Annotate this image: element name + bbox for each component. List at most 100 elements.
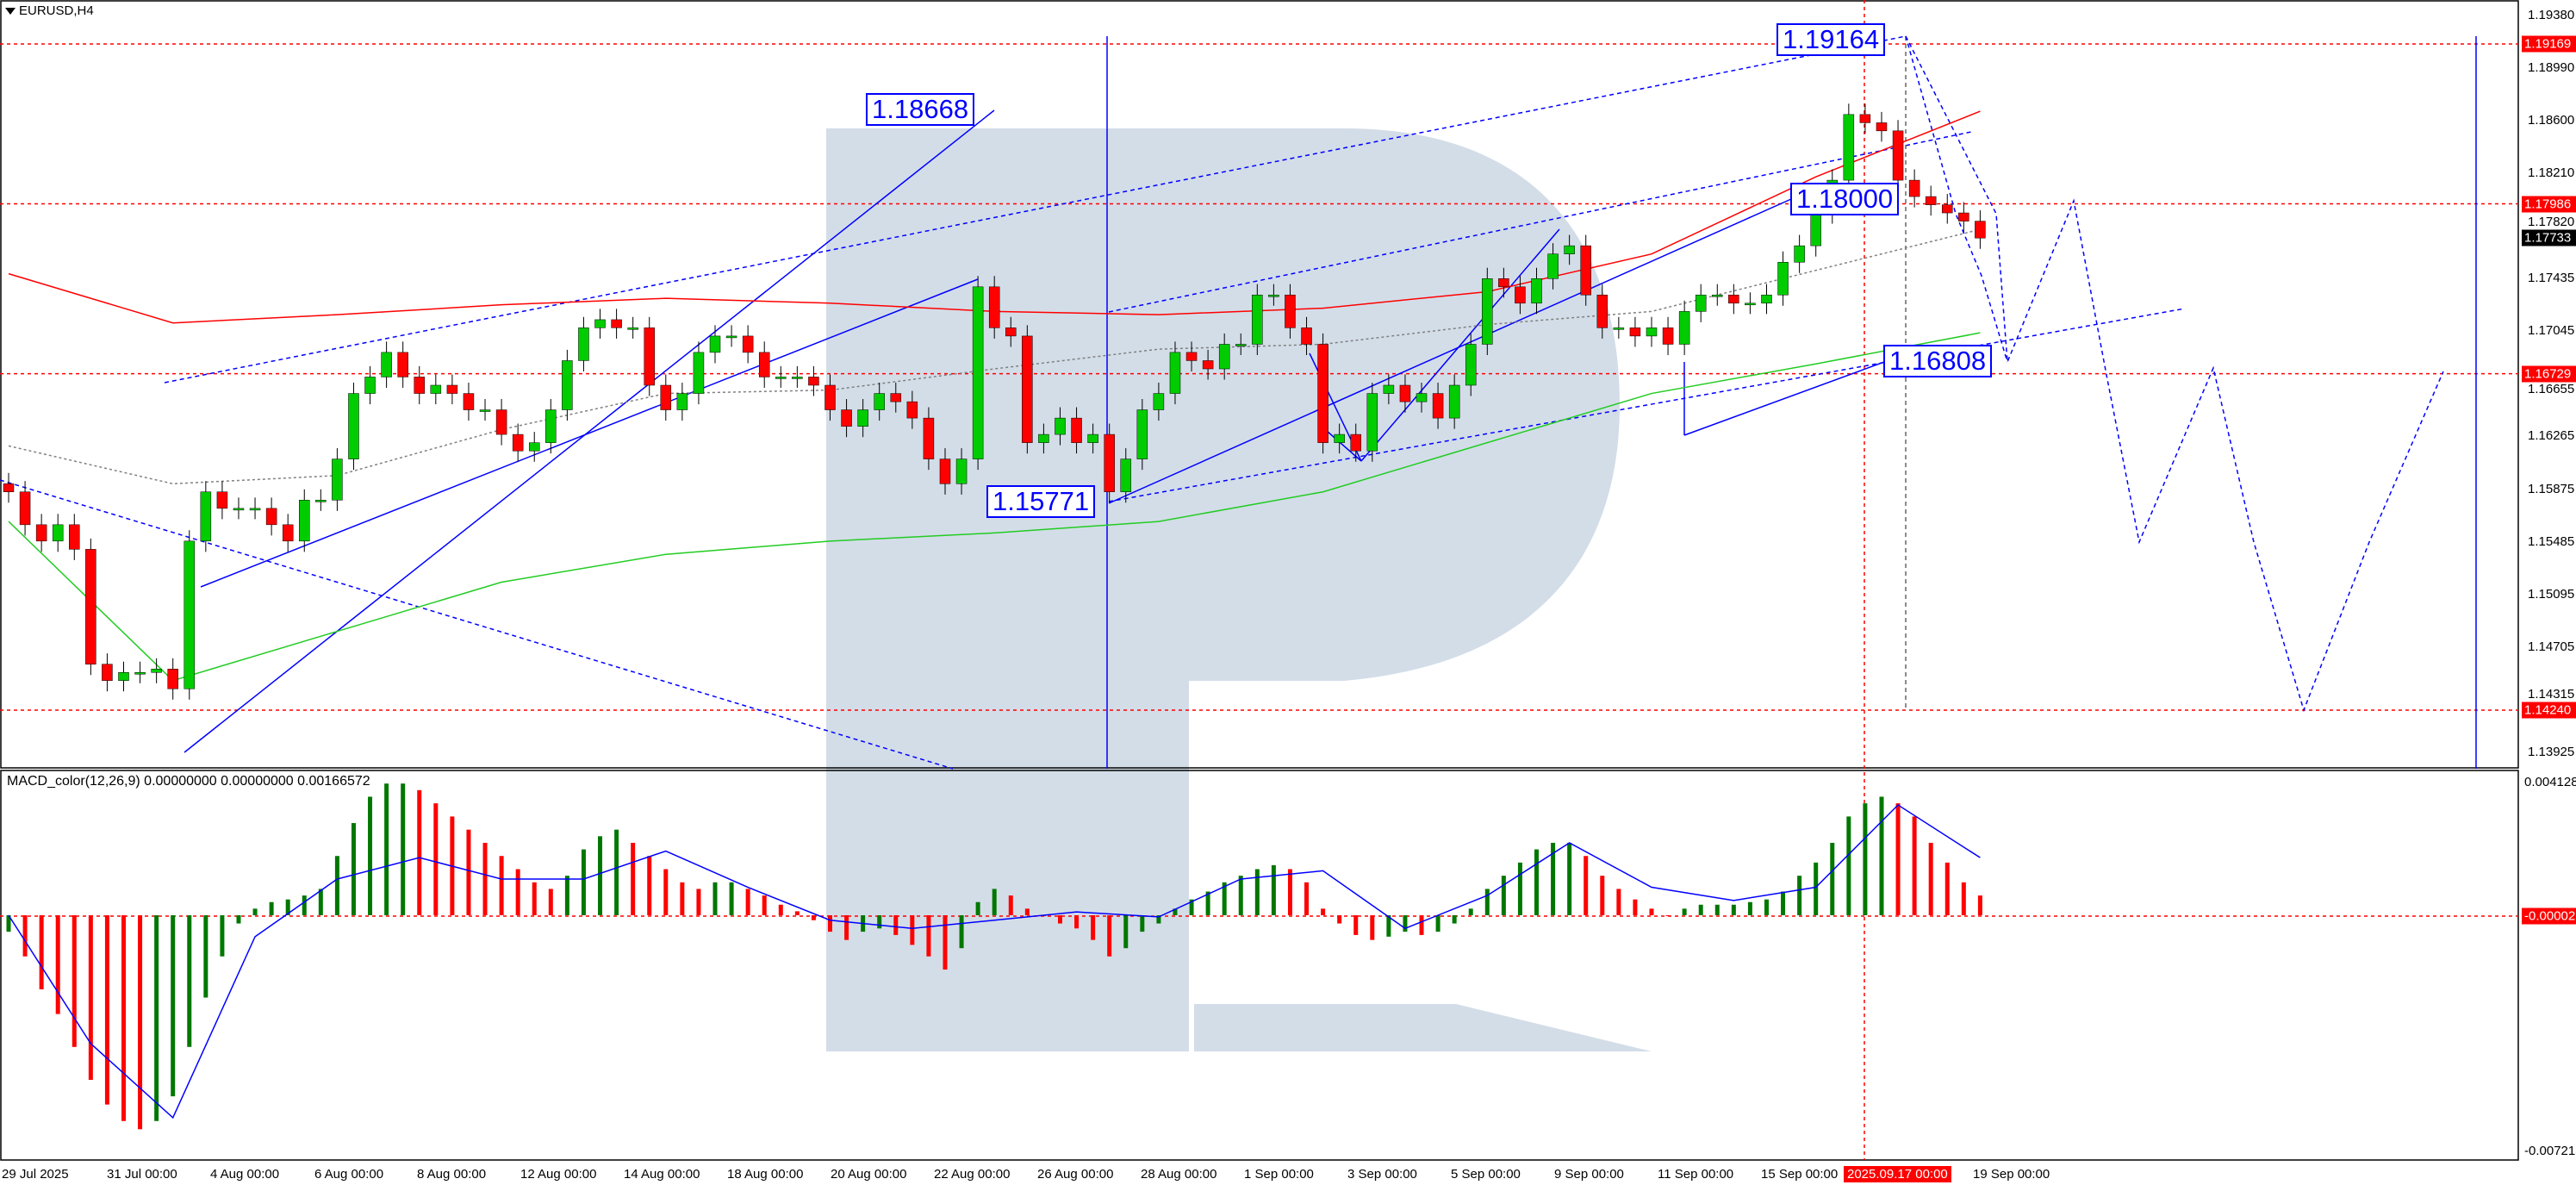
candle-body	[1531, 278, 1542, 304]
macd-histogram-bar	[1189, 899, 1194, 915]
macd-histogram-bar	[926, 915, 931, 957]
price-tick: 1.15095	[2528, 586, 2575, 602]
candle-body	[216, 491, 228, 509]
macd-histogram-bar	[1649, 908, 1654, 915]
macd-histogram-bar	[466, 829, 471, 915]
candle-body	[890, 393, 902, 402]
trend-line	[1360, 228, 1560, 462]
candle-body	[1432, 393, 1444, 419]
macd-histogram-bar	[1912, 816, 1917, 915]
candle-body	[578, 327, 589, 361]
macd-histogram-bar	[1156, 915, 1161, 924]
macd-histogram-bar	[1140, 915, 1145, 932]
candle-body	[1022, 335, 1033, 443]
price-tick: 1.17045	[2528, 323, 2575, 339]
macd-histogram-bar	[1321, 908, 1326, 915]
macd-histogram-bar	[104, 915, 109, 1105]
candle-body	[1055, 417, 1066, 435]
candles	[3, 103, 1986, 700]
macd-level-label: -0.000026	[2522, 907, 2576, 925]
macd-histogram-bar	[401, 783, 406, 915]
macd-histogram-bar	[1600, 876, 1605, 915]
macd-histogram-bar	[302, 895, 307, 915]
macd-histogram-bar	[1567, 842, 1572, 915]
candle-body	[1448, 384, 1460, 419]
candle-body	[1202, 360, 1214, 370]
macd-histogram-bar	[171, 915, 176, 1097]
annotation-label[interactable]: 1.16808	[1883, 345, 1993, 377]
macd-histogram-bar	[39, 915, 44, 989]
current-price-label: 1.17733	[2522, 229, 2576, 246]
macd-frame	[0, 770, 2519, 1161]
macd-histogram-bar	[762, 895, 767, 915]
time-tick: 20 Aug 00:00	[831, 1167, 907, 1182]
candle-body	[1071, 417, 1082, 443]
candle-body	[988, 286, 1000, 328]
candle-body	[1399, 384, 1411, 402]
trend-line	[1108, 198, 1792, 504]
annotation-label[interactable]: 1.15771	[986, 485, 1096, 518]
symbol-title[interactable]: EURUSD,H4	[5, 3, 94, 18]
candle-body	[1892, 130, 1904, 181]
candle-body	[299, 500, 310, 542]
candle-body	[1252, 294, 1263, 345]
macd-histogram-bar	[334, 856, 339, 915]
candle-body	[414, 377, 425, 394]
macd-histogram-bar	[532, 882, 537, 915]
candle-body	[1317, 344, 1328, 443]
annotation-label[interactable]: 1.19164	[1776, 23, 1886, 56]
macd-histogram-bar	[1403, 915, 1408, 932]
macd-histogram-bar	[417, 789, 422, 915]
macd-histogram-bar	[943, 915, 948, 970]
macd-histogram-bar	[729, 882, 734, 915]
macd-histogram-bar	[515, 869, 520, 915]
macd-histogram-bar	[351, 823, 356, 915]
macd-histogram-bar	[1665, 915, 1671, 916]
candle-body	[1843, 114, 1855, 181]
candle-body	[611, 319, 622, 328]
macd-histogram-bar	[877, 915, 882, 929]
time-tick: 15 Sep 00:00	[1761, 1167, 1839, 1182]
candle-body	[1334, 433, 1345, 443]
macd-histogram-bar	[1944, 862, 1950, 915]
macd-histogram-bar	[663, 869, 669, 915]
candle-body	[35, 524, 47, 542]
macd-histogram-bar	[1879, 796, 1884, 915]
price-tick: 1.15485	[2528, 533, 2575, 549]
time-tick: 18 Aug 00:00	[727, 1167, 804, 1182]
macd-histogram-bar	[1452, 915, 1457, 924]
candle-body	[430, 384, 442, 394]
price-level-label: 1.17986	[2522, 196, 2576, 213]
candle-body	[1482, 278, 1493, 345]
time-tick: 3 Sep 00:00	[1347, 1167, 1417, 1182]
macd-histogram-bar	[1781, 891, 1786, 915]
candle-body	[1745, 302, 1756, 306]
candle-body	[1712, 294, 1723, 297]
macd-histogram-bar	[499, 856, 504, 915]
candle-body	[693, 352, 705, 394]
macd-histogram-bar	[1107, 915, 1112, 957]
candle-body	[939, 458, 951, 484]
annotation-label[interactable]: 1.18668	[866, 93, 975, 126]
macd-histogram-bar	[482, 842, 488, 915]
candle-body	[1153, 393, 1165, 410]
macd-histogram-bar	[1254, 869, 1260, 915]
macd-histogram-bar	[581, 849, 586, 915]
macd-histogram-bar	[1584, 856, 1589, 915]
candle-body	[644, 327, 655, 386]
candle-body	[348, 393, 359, 459]
candle-body	[52, 524, 64, 542]
candle-body	[792, 377, 803, 379]
time-tick: 26 Aug 00:00	[1037, 1167, 1114, 1182]
candle-body	[1794, 245, 1805, 263]
dropdown-triangle-icon[interactable]	[5, 7, 16, 15]
macd-histogram-bar	[893, 915, 899, 935]
candle-body	[1038, 433, 1049, 443]
candle-body	[758, 352, 770, 377]
candle-body	[1596, 294, 1608, 328]
annotation-label[interactable]: 1.18000	[1790, 183, 1900, 215]
macd-histogram-bar	[55, 915, 60, 1014]
candle-body	[19, 491, 31, 526]
candle-body	[1087, 433, 1098, 443]
